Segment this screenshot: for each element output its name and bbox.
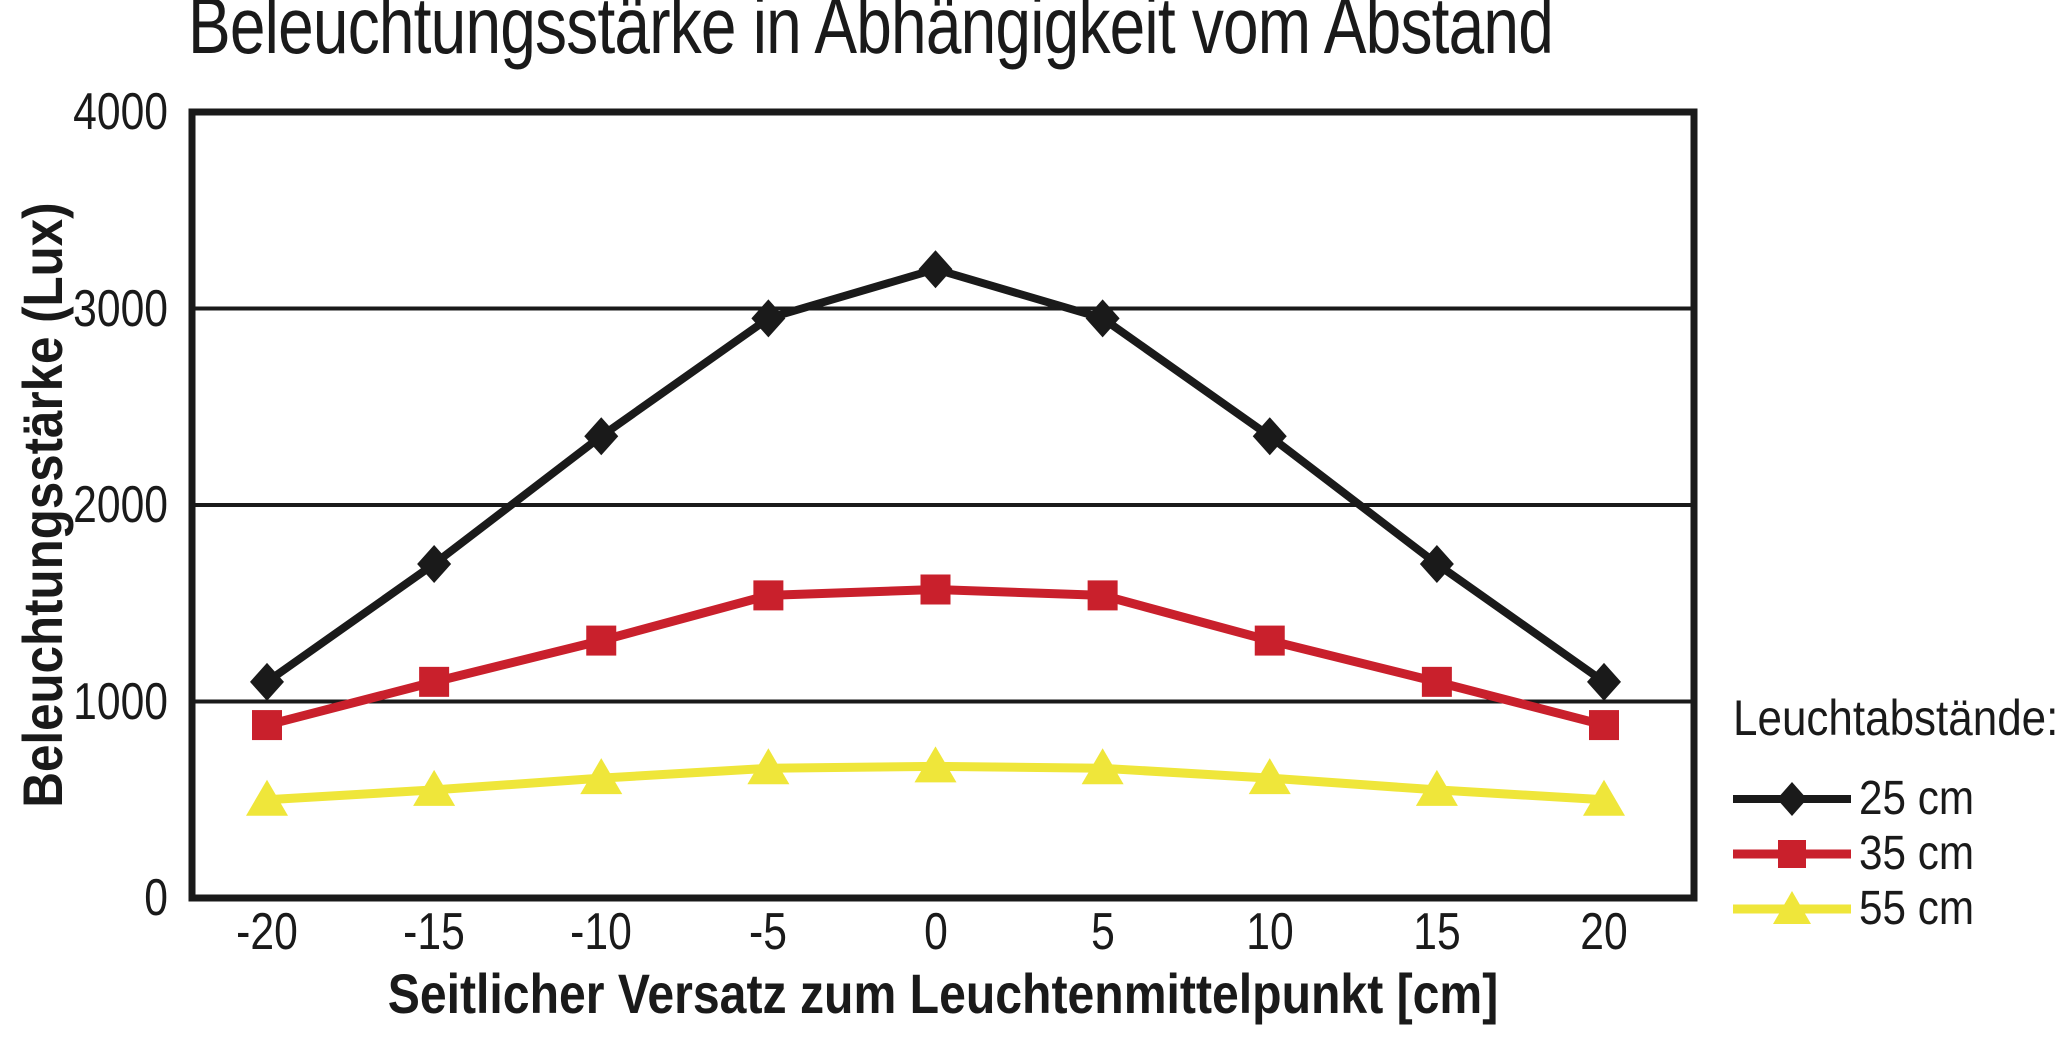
legend-item-label: 35 cm: [1859, 826, 1975, 880]
y-tick-label: 1000: [73, 672, 168, 731]
diamond-marker: [1085, 299, 1120, 338]
legend-item-label: 25 cm: [1859, 771, 1975, 825]
x-tick-label: 20: [1580, 903, 1628, 961]
x-tick-label: -10: [570, 903, 633, 961]
triangle-marker: [1248, 758, 1291, 795]
square-marker: [419, 666, 450, 697]
triangle-marker: [580, 758, 623, 795]
diamond-marker: [417, 544, 452, 583]
square-marker: [586, 625, 617, 656]
square-marker: [1589, 710, 1619, 741]
legend-title: Leuchtabstände:: [1733, 690, 2059, 746]
y-tick-label: 2000: [73, 476, 168, 534]
triangle-marker: [1081, 748, 1124, 785]
diamond-marker: [751, 299, 786, 338]
diamond-marker: [250, 662, 284, 701]
x-tick-label: -20: [236, 903, 298, 961]
x-tick-label: -5: [749, 903, 788, 961]
legend: Leuchtabstände: 25 cm 35 cm 55 cm: [1733, 693, 2066, 936]
series-line-35cm: [265, 584, 1606, 730]
chart-title: Beleuchtungsstärke in Abhängigkeit vom A…: [188, 0, 1554, 70]
triangle-marker: [747, 748, 790, 785]
legend-item-25cm: 25 cm: [1733, 771, 2066, 826]
diamond-legend-icon: [1733, 781, 1851, 816]
y-tick-label: 0: [144, 869, 168, 927]
y-tick-label: 3000: [73, 279, 168, 338]
diamond-marker: [918, 250, 953, 289]
x-axis-title: Seitlicher Versatz zum Leuchtenmittelpun…: [387, 962, 1499, 1025]
legend-item-55cm: 55 cm: [1733, 881, 2066, 936]
square-marker: [252, 710, 282, 741]
legend-items: 25 cm 35 cm 55 cm: [1733, 771, 2066, 936]
square-marker: [1254, 625, 1285, 656]
square-legend-icon: [1733, 839, 1851, 868]
triangle-marker: [914, 746, 957, 783]
triangle-marker: [413, 769, 456, 806]
square-marker: [753, 580, 784, 611]
square-marker: [1421, 666, 1452, 697]
x-tick-label: -15: [403, 903, 465, 961]
y-tick-label: 4000: [73, 83, 168, 141]
x-tick-label: 10: [1246, 903, 1294, 961]
diamond-marker: [1419, 544, 1454, 583]
square-marker: [920, 574, 951, 605]
diamond-marker: [584, 417, 619, 456]
series-line-25cm: [264, 265, 1607, 686]
legend-item-label: 55 cm: [1859, 881, 1975, 935]
diamond-marker: [1252, 417, 1287, 456]
legend-item-35cm: 35 cm: [1733, 826, 2066, 881]
triangle-marker: [1415, 769, 1458, 806]
square-marker: [1087, 580, 1118, 611]
x-tick-label: 5: [1090, 903, 1115, 961]
triangle-legend-icon: [1733, 890, 1851, 924]
x-tick-label: 0: [923, 903, 948, 961]
triangle-marker: [1583, 779, 1625, 816]
diamond-marker: [1587, 662, 1621, 701]
triangle-marker: [246, 779, 288, 816]
plot-border: [188, 108, 1698, 902]
x-tick-label: 15: [1413, 903, 1461, 961]
